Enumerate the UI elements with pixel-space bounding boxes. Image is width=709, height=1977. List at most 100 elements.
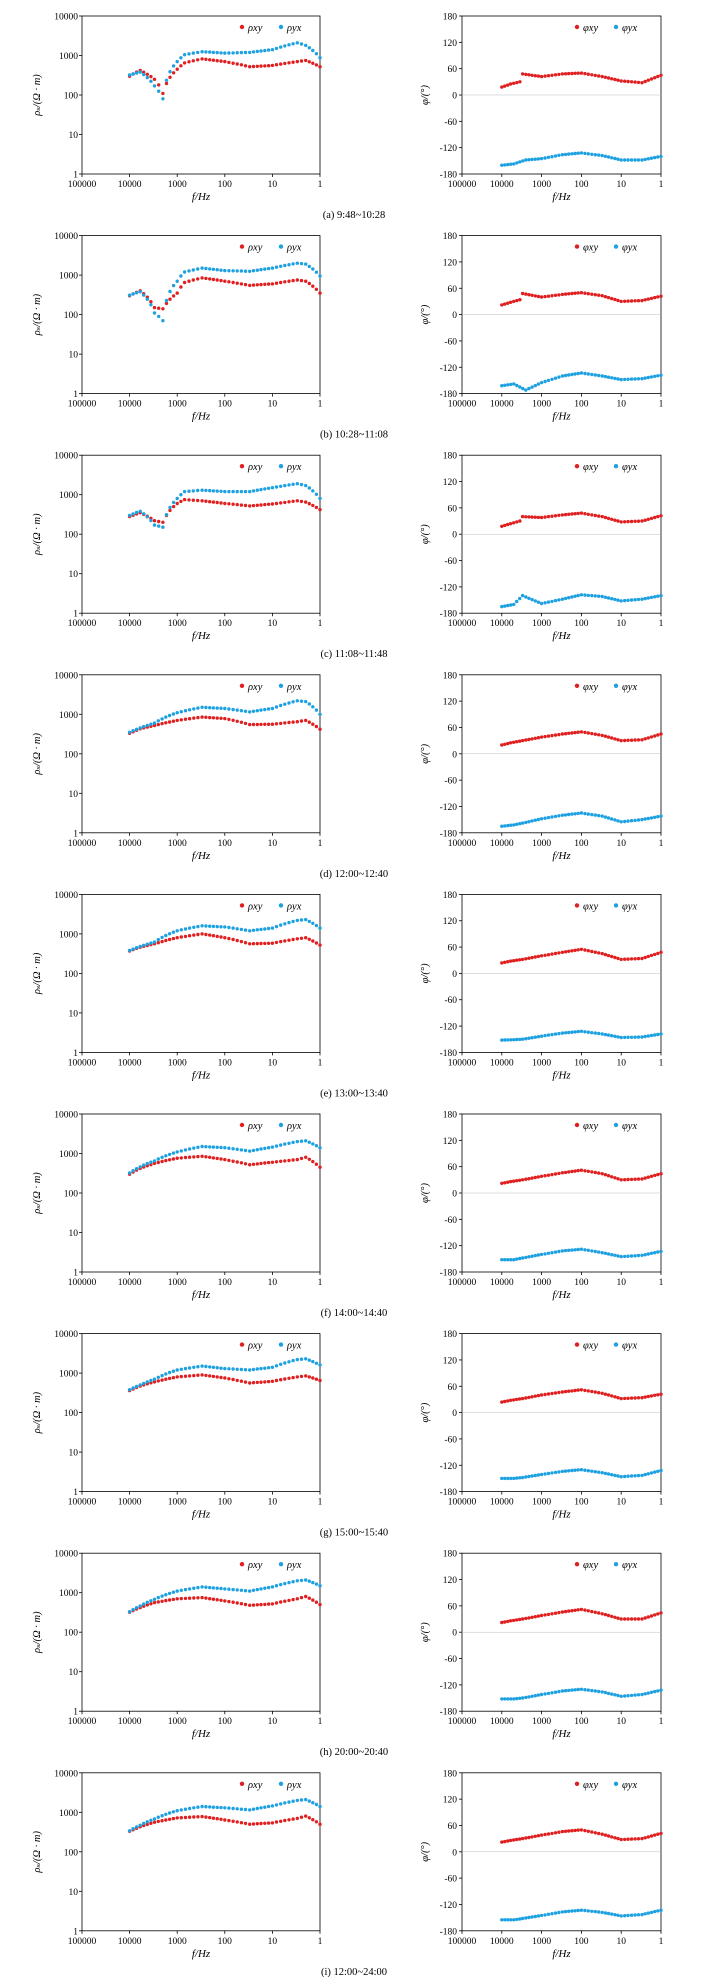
rho-xy-point (279, 939, 283, 944)
rho-yx-point (204, 1145, 208, 1149)
rho-xy-point (266, 1160, 271, 1165)
rho-yx-point (200, 924, 204, 928)
rho-xtick-label: 1 (318, 1278, 323, 1288)
rho-xy-point (156, 1819, 160, 1824)
phi-xtick-label: 10 (616, 400, 626, 410)
phi-yx-point (527, 158, 531, 162)
rho-ytick-label: 10 (69, 351, 79, 361)
rho-yx-point (223, 51, 227, 55)
phi-xtick-label: 1 (659, 180, 664, 190)
phi-yx-point (616, 1474, 620, 1478)
phi-xy-point (643, 1836, 647, 1840)
phi-yx-point (659, 1249, 663, 1254)
rho-yx-point (219, 1805, 223, 1810)
rho-yx-point (295, 918, 299, 923)
phi-xy-point (646, 78, 650, 82)
rho-yx-point (255, 1806, 259, 1811)
rho-xy-point (183, 1155, 188, 1160)
rho-yx-point (295, 41, 299, 45)
rho-xy-point (231, 502, 235, 506)
rho-yx-point (255, 1587, 259, 1592)
phi-xy-point (563, 292, 568, 296)
phi-xlabel: f/Hz (552, 1948, 571, 1960)
rho-yx-point (152, 1597, 157, 1602)
rho-xy-point (231, 1600, 235, 1604)
phi-ytick-label: 60 (448, 285, 458, 295)
phi-yx-point (546, 1691, 551, 1696)
rho-xtick-label: 1000 (168, 1058, 187, 1068)
rho-xy-point (291, 1817, 295, 1821)
rho-yx-point (152, 84, 157, 88)
phi-ytick-label: 0 (452, 92, 457, 102)
rho-xy-point (227, 717, 231, 722)
rho-yx-point (243, 50, 248, 55)
rho-yx-point (171, 64, 176, 68)
phi-xy-point (600, 1391, 604, 1396)
rho-xy-point (223, 59, 227, 64)
phi-yx-point (656, 1909, 660, 1913)
phi-yx-point (539, 1472, 544, 1477)
rho-yx-point (311, 921, 315, 925)
phi-xtick-label: 100 (574, 1498, 589, 1508)
rho-xy-point (182, 61, 187, 65)
phi-xy-point (649, 1834, 654, 1838)
rho-yx-point (187, 269, 191, 273)
phi-xy-point (546, 1173, 551, 1177)
rho-ytick-label: 10 (69, 131, 79, 141)
rho-xy-point (255, 1822, 259, 1826)
rho-xtick-label: 10 (268, 1717, 278, 1727)
phi-xy-point (606, 1393, 611, 1397)
phi-yx-point (653, 1033, 657, 1037)
rho-yx-point (299, 699, 304, 703)
rho-xy-point (152, 519, 157, 523)
rho-yx-point (274, 705, 279, 709)
rho-xy-point (227, 1818, 231, 1823)
phi-xtick-label: 10000 (490, 180, 514, 190)
phi-yx-point (616, 1035, 620, 1039)
rho-xy-point (227, 936, 231, 941)
rho-xy-point (299, 1815, 304, 1819)
phi-xtick-label: 100 (574, 1937, 589, 1947)
rho-yx-point (167, 1811, 172, 1815)
rho-xy-point (215, 1598, 219, 1602)
phi-ytick-label: 60 (448, 944, 458, 954)
rho-xy-point (187, 717, 192, 721)
phi-yx-point (553, 376, 558, 380)
phi-yx-point (600, 594, 604, 599)
rho-xy-point (295, 1375, 299, 1379)
rho-yx-point (235, 1367, 239, 1372)
phi-yx-point (550, 1032, 554, 1037)
phi-xy-point (603, 1612, 608, 1617)
rho-yx-point (259, 487, 263, 492)
rho-yx-point (156, 1815, 160, 1819)
rho-xy-point (211, 716, 216, 720)
phi-yx-point (567, 1909, 571, 1914)
rho-yx-point (299, 482, 304, 487)
phi-xy-point (543, 1832, 547, 1837)
rho-xy-point (304, 279, 308, 283)
rho-yx-point (248, 1808, 252, 1812)
rho-yx-point (152, 721, 157, 725)
rho-xy-point (179, 64, 183, 68)
phi-xy-point (557, 72, 561, 77)
phi-ytick-label: -180 (440, 171, 458, 181)
phi-xy-point (524, 738, 528, 742)
phi-xy-point (512, 81, 516, 86)
phi-yx-point (515, 1696, 519, 1701)
phi-yx-point (646, 1911, 650, 1915)
rho-yx-point (192, 1365, 196, 1370)
rho-yx-point (164, 1372, 168, 1376)
phi-xtick-label: 10 (616, 180, 626, 190)
phi-xtick-label: 10000 (490, 400, 514, 410)
phi-yx-point (616, 377, 620, 381)
phi-xy-point (603, 952, 608, 957)
rho-yx-point (160, 935, 164, 940)
rho-xlabel: f/Hz (192, 1948, 211, 1960)
rho-yx-point (235, 708, 239, 712)
phi-yx-point (610, 1253, 614, 1257)
rho-yx-point (314, 1144, 319, 1148)
phi-yx-point (659, 373, 663, 377)
phi-yx-point (500, 1038, 504, 1042)
rho-yx-point (223, 1146, 227, 1150)
phi-yx-point (619, 599, 623, 603)
